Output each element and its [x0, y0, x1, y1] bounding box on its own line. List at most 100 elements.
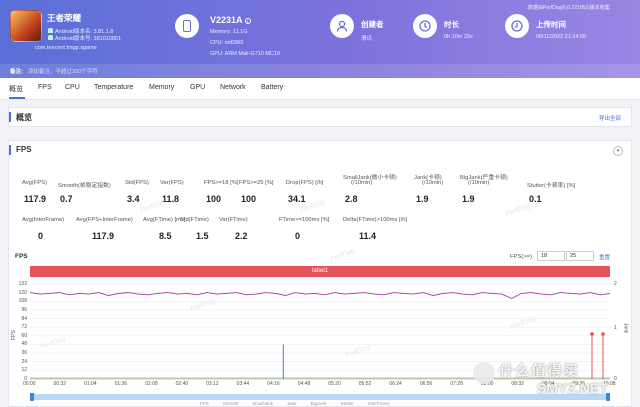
upload-label: 上传时间 — [536, 20, 566, 29]
stat-label: FPS>=25 [%] — [239, 180, 274, 186]
stat-label-unit: (/10min) — [422, 180, 444, 186]
remark-label: 备注: — [10, 69, 23, 75]
fps-series-line[interactable] — [29, 292, 611, 299]
site-domain: SMYZ.NET — [537, 380, 608, 396]
overview-panel: 概览 导出全部 — [8, 107, 632, 127]
tab-overview[interactable]: 概览 — [9, 86, 23, 93]
legend-item[interactable]: Jank — [287, 401, 297, 406]
site-name: 什么值得买 — [499, 363, 580, 380]
stat-value: 1.9 — [462, 194, 475, 204]
collector-note: 数据由PerfDog(6.0.221052)版本收集 — [528, 5, 610, 11]
x-tick-label: 00:32 — [53, 381, 67, 387]
x-tick-label: 01:04 — [84, 381, 97, 387]
creator-value: 滑讯 — [361, 36, 373, 42]
stat-label: Jank(卡顿) — [414, 175, 442, 181]
y-tick-label: 132 — [18, 281, 27, 287]
tab-network[interactable]: Network — [220, 84, 246, 91]
fps-line-chart[interactable] — [0, 278, 640, 396]
tab-temperature[interactable]: Temperature — [94, 84, 134, 91]
y-tick-label: 120 — [18, 289, 27, 296]
clock-icon — [413, 14, 437, 38]
stat-value: 0 — [295, 231, 301, 241]
x-tick-label: 02:40 — [175, 381, 189, 387]
x-tick-label: 04:48 — [297, 381, 311, 387]
legend-item[interactable]: Smooth — [222, 401, 239, 406]
legend-item[interactable]: Stutter — [340, 401, 354, 406]
time-range-slider[interactable] — [30, 393, 610, 401]
panel-accent — [9, 145, 11, 155]
stat-value: 100 — [241, 194, 257, 204]
jank-point[interactable] — [601, 332, 605, 336]
stat-label: BigJank(严重卡顿) — [460, 175, 508, 181]
remark-input[interactable]: 添加备注，不超过200个字符 — [28, 69, 98, 75]
creator-label: 创建者 — [361, 20, 384, 29]
stat-value: 3.4 — [127, 194, 140, 204]
legend-item[interactable]: SmallJank — [252, 401, 274, 406]
y-tick-label: 84 — [21, 315, 27, 322]
stat-label: Var(FPS) — [160, 180, 184, 186]
y2-tick-label: 2 — [614, 281, 617, 287]
x-tick-label: 05:20 — [328, 381, 341, 387]
x-tick-label: 06:24 — [389, 381, 402, 387]
android-version: Android版本名: 3.81.1.8 — [55, 29, 114, 35]
upload-time-icon — [505, 14, 529, 38]
android-icon — [48, 28, 53, 33]
tab-cpu[interactable]: CPU — [65, 84, 80, 91]
reset-link[interactable]: 重置 — [599, 255, 611, 261]
stat-value: 8.5 — [159, 231, 172, 241]
tab-battery[interactable]: Battery — [261, 84, 284, 91]
stat-label-unit: (/10min) — [468, 180, 490, 186]
x-tick-label: 09:36 — [572, 381, 585, 387]
duration-value: 0h 10m 33s — [444, 34, 473, 40]
y-tick-label: 108 — [18, 298, 27, 305]
stat-label: Avg(FPS) — [22, 180, 48, 186]
stat-value: 2.8 — [345, 194, 358, 204]
stat-value: 0 — [38, 231, 44, 241]
stat-value: 1.9 — [416, 194, 429, 204]
stat-label: Avg(InterFrame) — [22, 217, 65, 223]
tab-memory[interactable]: Memory — [149, 84, 175, 91]
stat-label: Smooth(帧稳定指数) — [58, 183, 111, 189]
tab-gpu[interactable]: GPU — [190, 84, 206, 91]
active-tab-indicator — [9, 97, 25, 99]
legend-item[interactable]: FPS — [200, 401, 209, 406]
x-tick-label: 08:00 — [480, 381, 494, 387]
user-icon — [330, 14, 354, 38]
y-tick-label: 24 — [21, 358, 27, 365]
label-bar[interactable]: label1 — [30, 266, 610, 277]
remark-bar[interactable]: 备注: 添加备注，不超过200个字符 — [0, 64, 640, 78]
device-name: V2231A i — [210, 15, 251, 25]
stat-label: Drop(FPS) [/h] — [286, 180, 324, 186]
panel-accent — [9, 112, 11, 122]
fps-threshold-input-2[interactable]: 25 — [566, 251, 594, 261]
y-tick-label: 0 — [24, 376, 27, 382]
stat-value: 34.1 — [288, 194, 306, 204]
chart-title: FPS — [15, 253, 28, 260]
stat-label: FPS>=18 [%] — [204, 180, 239, 186]
x-tick-label: 09:04 — [541, 381, 555, 387]
legend-item[interactable]: InterFrame — [367, 401, 390, 406]
overview-title: 概览 — [16, 113, 32, 122]
stat-label-unit: (/10min) — [351, 180, 373, 186]
y-axis-title: FPS — [10, 330, 17, 340]
info-icon[interactable]: i — [244, 17, 251, 24]
stat-label: Avg(FPS+InterFrame) — [76, 217, 133, 223]
fps-threshold-input-1[interactable]: 18 — [537, 251, 565, 261]
stat-label: Std(FTime) — [180, 217, 209, 223]
stat-value: 11.8 — [162, 194, 180, 204]
stat-value: 0.7 — [60, 194, 73, 204]
x-tick-label: 10:08 — [603, 381, 616, 387]
slider-handle-right[interactable] — [606, 393, 610, 401]
stat-value: 0.1 — [529, 194, 542, 204]
jank-point[interactable] — [590, 332, 594, 336]
x-tick-label: 01:36 — [114, 381, 128, 387]
legend-item[interactable]: BigJank — [310, 401, 327, 406]
x-tick-label: 06:56 — [419, 381, 433, 387]
y2-tick-label: 0 — [614, 376, 617, 382]
device-cpu: CPU: mt6983 — [210, 40, 244, 46]
collapse-button[interactable]: ▾ — [613, 146, 623, 156]
slider-handle-left[interactable] — [30, 393, 34, 401]
tab-fps[interactable]: FPS — [38, 84, 52, 91]
metric-tabs: 概览 FPS CPU Temperature Memory GPU Networ… — [0, 78, 640, 100]
export-all-link[interactable]: 导出全部 — [598, 116, 621, 122]
